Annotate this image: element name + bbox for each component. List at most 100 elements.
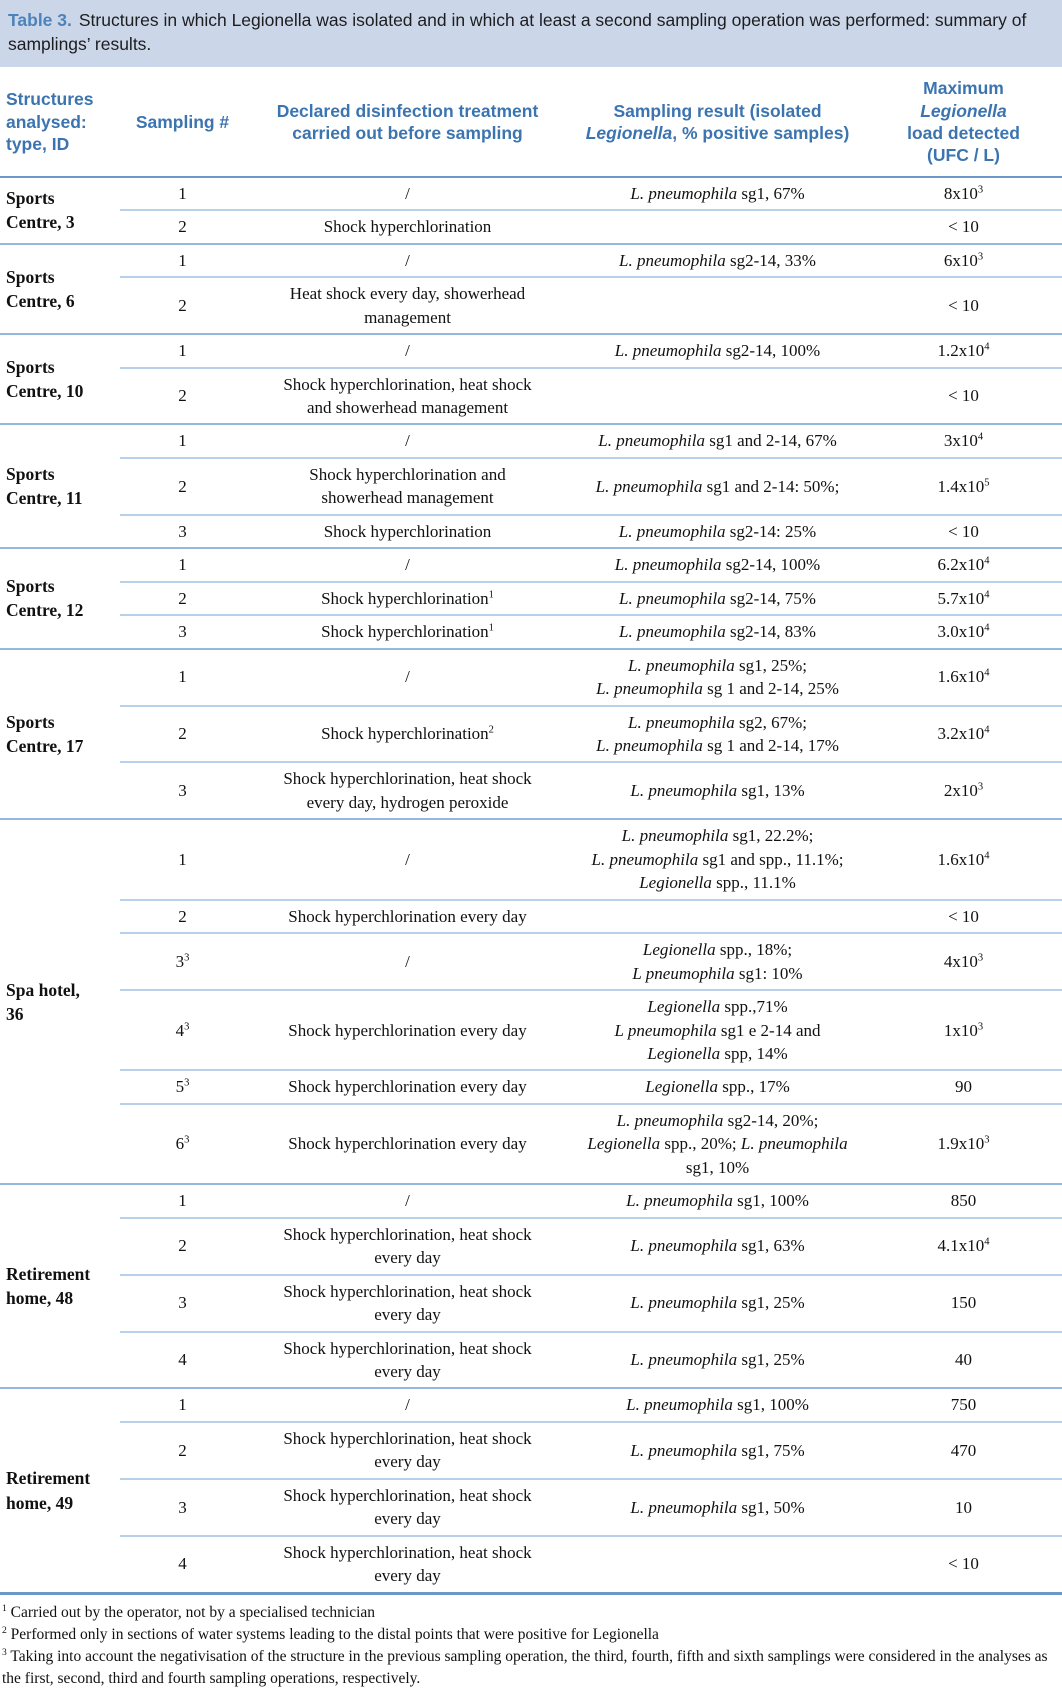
- column-header-result: Sampling result (isolated Legionella, % p…: [570, 67, 865, 178]
- treatment-cell: Shock hyperchlorination, heat shock every…: [245, 1330, 570, 1389]
- result-cell: [570, 366, 865, 425]
- table-row: Retirement home, 48 1/L. pneumophila sg1, …: [0, 1183, 1062, 1389]
- table-row: 2 Shock hyperchlorination, heat shock ever…: [0, 1216, 1062, 1275]
- max-load-cell: < 10: [865, 209, 1062, 244]
- result-cell: L. pneumophila sg2-14, 20%; Legionella sp…: [570, 1102, 865, 1185]
- sampling-number-cell: 2: [120, 456, 245, 515]
- sampling-number-cell: 1: [120, 1183, 245, 1218]
- column-header-max-load: Maximum Legionella load detected (UFC / L): [865, 67, 1062, 178]
- table-row: 3 Shock hyperchlorination L. pneumophila s…: [0, 513, 1062, 549]
- structure-cell: Sports Centre, 17: [0, 647, 120, 820]
- sampling-number-cell: 2: [120, 1216, 245, 1275]
- table-row: 3 Shock hyperchlorination1 L. pneumophila …: [0, 614, 1062, 649]
- sampling-number-cell: 1: [120, 423, 245, 458]
- max-load-cell: 10: [865, 1477, 1062, 1536]
- treatment-cell: /: [245, 333, 570, 368]
- result-cell: [570, 1534, 865, 1594]
- max-load-cell: 850: [865, 1183, 1062, 1218]
- table-caption-label: Table 3.: [8, 10, 72, 30]
- treatment-cell: Shock hyperchlorination, heat shock every…: [245, 761, 570, 820]
- structure-cell: Sports Centre, 11: [0, 423, 120, 549]
- table-row: 2 Heat shock every day, showerhead managem…: [0, 276, 1062, 335]
- sampling-number-cell: 4: [120, 1330, 245, 1389]
- structure-cell: Sports Centre, 6: [0, 242, 120, 335]
- table-row: 43 Shock hyperchlorination every day Legio…: [0, 989, 1062, 1071]
- table-row: 33/Legionella spp., 18%; L pneumophila sg…: [0, 932, 1062, 991]
- sampling-number-cell: 53: [120, 1069, 245, 1104]
- sampling-number-cell: 3: [120, 761, 245, 820]
- samplings-summary-table: Structures analysed: type, ID Sampling # Dec…: [0, 67, 1062, 1595]
- table-row: Sports Centre, 12 1/L. pneumophila sg2-14,…: [0, 547, 1062, 649]
- treatment-cell: Shock hyperchlorination, heat shock every…: [245, 1477, 570, 1536]
- sampling-number-cell: 3: [120, 513, 245, 549]
- max-load-cell: 750: [865, 1387, 1062, 1422]
- footnote: 3 Taking into account the negativisation…: [2, 1646, 1048, 1687]
- footnote: 2 Performed only in sections of water sy…: [2, 1624, 659, 1643]
- table-body: Sports Centre, 3 1/L. pneumophila sg1, 67%…: [0, 175, 1062, 1594]
- treatment-cell: /: [245, 647, 570, 706]
- structure-cell: Sports Centre, 10: [0, 333, 120, 425]
- sampling-number-cell: 63: [120, 1102, 245, 1185]
- treatment-cell: Heat shock every day, showerhead manageme…: [245, 276, 570, 335]
- table-row: 4 Shock hyperchlorination, heat shock ever…: [0, 1534, 1062, 1594]
- table-row: Spa hotel, 36 1/L. pneumophila sg1, 22.2%;…: [0, 818, 1062, 1185]
- table-row: Sports Centre, 11 1/L. pneumophila sg1 and…: [0, 423, 1062, 549]
- table-row: 63 Shock hyperchlorination every day L. pn…: [0, 1102, 1062, 1185]
- table-row: 53 Shock hyperchlorination every day Legio…: [0, 1069, 1062, 1104]
- table-row: 3 Shock hyperchlorination, heat shock ever…: [0, 1477, 1062, 1536]
- result-cell: L. pneumophila sg2, 67%; L. pneumophila s…: [570, 704, 865, 763]
- max-load-cell: < 10: [865, 1534, 1062, 1594]
- treatment-cell: Shock hyperchlorination every day: [245, 898, 570, 934]
- table-header-row: Structures analysed: type, ID Sampling # Dec…: [0, 67, 1062, 178]
- sampling-number-cell: 2: [120, 276, 245, 335]
- result-cell: L. pneumophila sg1, 25%; L. pneumophila s…: [570, 647, 865, 706]
- sampling-number-cell: 43: [120, 989, 245, 1071]
- table-row: Sports Centre, 17 1/L. pneumophila sg1, 25…: [0, 647, 1062, 820]
- structure-cell: Spa hotel, 36: [0, 818, 120, 1185]
- result-cell: L. pneumophila sg1, 63%: [570, 1216, 865, 1275]
- sampling-number-cell: 2: [120, 704, 245, 763]
- sampling-number-cell: 3: [120, 1273, 245, 1332]
- max-load-cell: < 10: [865, 513, 1062, 549]
- table-row: Sports Centre, 10 1/L. pneumophila sg2-14,…: [0, 333, 1062, 425]
- treatment-cell: Shock hyperchlorination1: [245, 614, 570, 649]
- sampling-number-cell: 1: [120, 242, 245, 278]
- sampling-number-cell: 1: [120, 647, 245, 706]
- table-row: 2 Shock hyperchlorination1 L. pneumophila …: [0, 580, 1062, 616]
- treatment-cell: /: [245, 242, 570, 278]
- sampling-number-cell: 3: [120, 614, 245, 649]
- result-cell: L. pneumophila sg1, 100%: [570, 1183, 865, 1218]
- treatment-cell: /: [245, 547, 570, 582]
- result-cell: L. pneumophila sg2-14: 25%: [570, 513, 865, 549]
- result-cell: L. pneumophila sg1, 100%: [570, 1387, 865, 1422]
- max-load-cell: 8x103: [865, 175, 1062, 211]
- result-cell: Legionella spp., 18%; L pneumophila sg1: …: [570, 932, 865, 991]
- treatment-cell: /: [245, 1183, 570, 1218]
- treatment-cell: /: [245, 1387, 570, 1422]
- sampling-number-cell: 4: [120, 1534, 245, 1594]
- max-load-cell: 3.2x104: [865, 704, 1062, 763]
- table-caption: Table 3. Structures in which Legionella w…: [0, 0, 1062, 68]
- max-load-cell: 1.6x104: [865, 647, 1062, 706]
- structure-cell: Sports Centre, 12: [0, 547, 120, 649]
- treatment-cell: /: [245, 423, 570, 458]
- table-row: 2 Shock hyperchlorination every day < 10: [0, 898, 1062, 934]
- max-load-cell: 1.6x104: [865, 818, 1062, 900]
- treatment-cell: /: [245, 818, 570, 900]
- table-row: Sports Centre, 6 1/L. pneumophila sg2-14, …: [0, 242, 1062, 335]
- table-row: 4 Shock hyperchlorination, heat shock ever…: [0, 1330, 1062, 1389]
- table-row: Retirement home, 49 1/L. pneumophila sg1, …: [0, 1387, 1062, 1594]
- sampling-number-cell: 2: [120, 898, 245, 934]
- result-cell: L. pneumophila sg2-14, 33%: [570, 242, 865, 278]
- max-load-cell: 150: [865, 1273, 1062, 1332]
- treatment-cell: Shock hyperchlorination every day: [245, 1069, 570, 1104]
- result-cell: L. pneumophila sg1, 25%: [570, 1330, 865, 1389]
- result-cell: Legionella spp., 17%: [570, 1069, 865, 1104]
- result-cell: L. pneumophila sg1, 22.2%; L. pneumophila…: [570, 818, 865, 900]
- sampling-number-cell: 2: [120, 580, 245, 616]
- max-load-cell: 4x103: [865, 932, 1062, 991]
- max-load-cell: 2x103: [865, 761, 1062, 820]
- treatment-cell: Shock hyperchlorination every day: [245, 989, 570, 1071]
- max-load-cell: 6.2x104: [865, 547, 1062, 582]
